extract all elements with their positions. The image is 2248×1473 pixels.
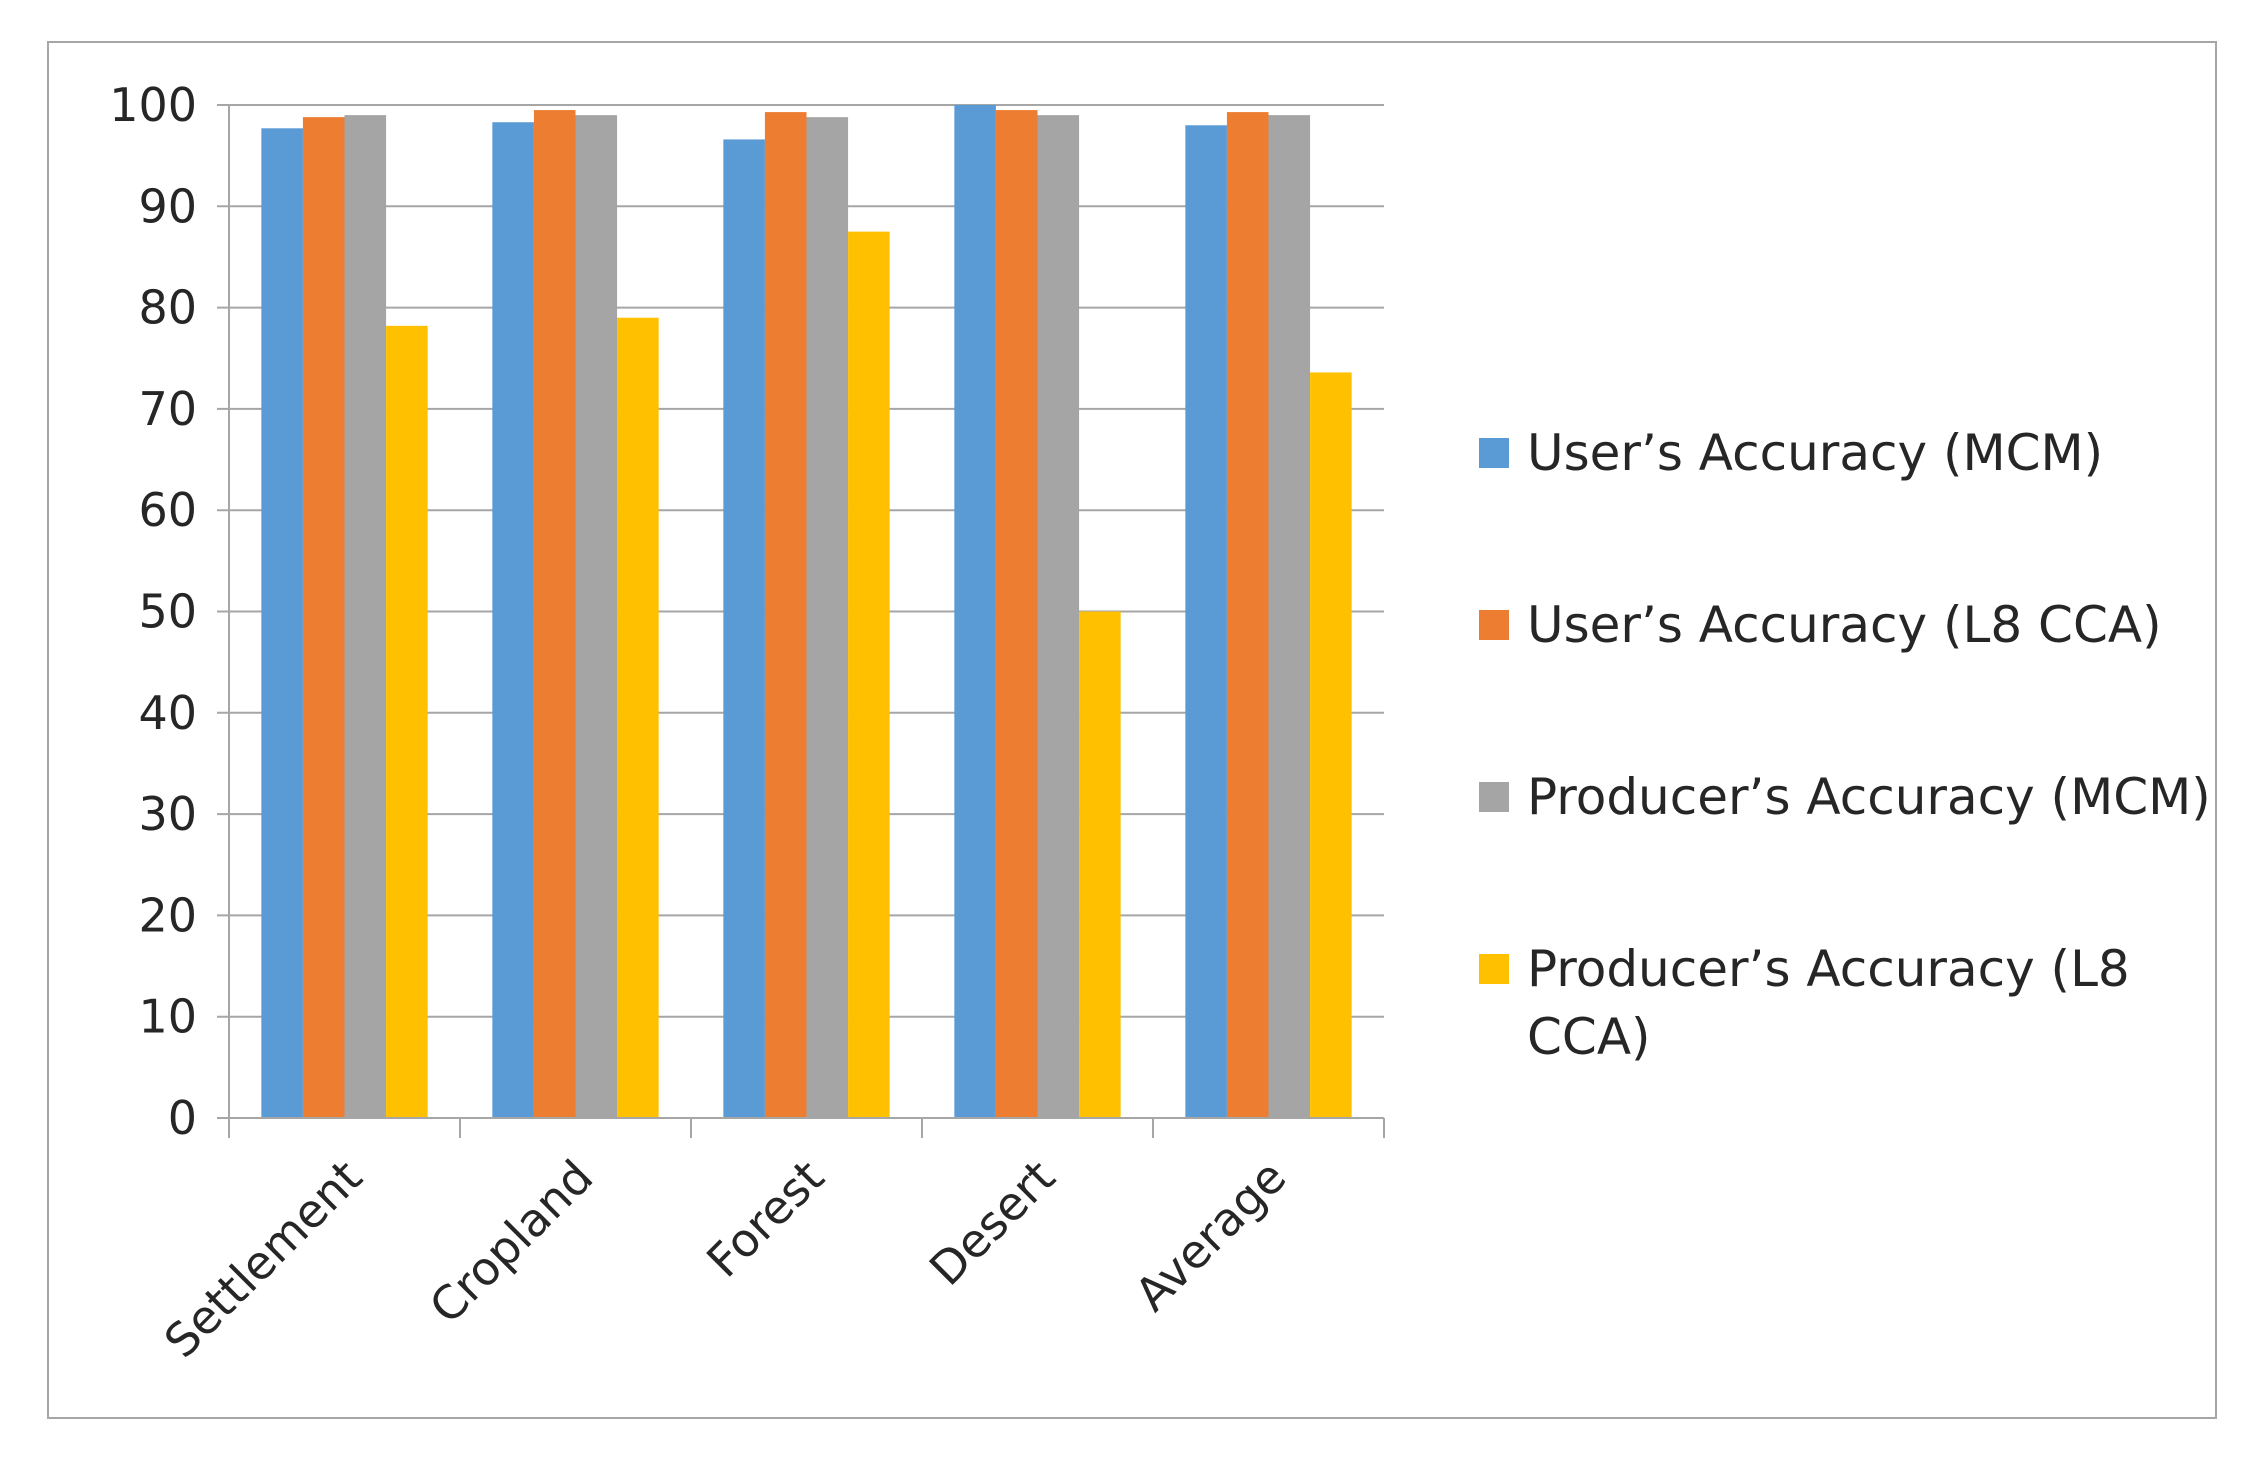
bar-average-series-3 — [1268, 115, 1311, 1118]
legend-swatch — [1479, 954, 1509, 984]
bar-cropland-series-2 — [533, 110, 576, 1118]
y-tick-label: 80 — [138, 281, 197, 335]
bar-desert-series-2 — [995, 110, 1038, 1118]
bar-settlement-series-4 — [386, 325, 428, 1119]
x-category-labels: Settlement Cropland Forest Desert Average — [154, 1150, 1296, 1368]
x-category-label: Desert — [919, 1150, 1065, 1296]
bar-desert-series-1 — [954, 105, 996, 1118]
bar-average-series-2 — [1226, 112, 1269, 1118]
bar-average-series-1 — [1185, 125, 1227, 1118]
y-tick-label: 50 — [138, 585, 197, 639]
bar-average-series-4 — [1310, 372, 1352, 1118]
y-tick-label: 40 — [138, 686, 197, 740]
x-category-label: Average — [1125, 1150, 1297, 1322]
axes — [217, 105, 1385, 1138]
bar-settlement-series-1 — [261, 128, 303, 1118]
bar-desert-series-4 — [1079, 611, 1121, 1118]
y-tick-label: 90 — [138, 179, 197, 233]
bar-forest-series-2 — [764, 112, 807, 1118]
bar-forest-series-1 — [723, 139, 765, 1118]
legend-swatch — [1479, 782, 1509, 812]
bar-desert-series-3 — [1037, 115, 1080, 1118]
bar-forest-series-4 — [848, 231, 890, 1118]
legend-label: User’s Accuracy (MCM) — [1527, 424, 2103, 482]
chart-frame: 0 10 20 30 40 50 60 70 80 90 100 Settlement Croplan… — [47, 41, 2217, 1419]
bar-cropland-series-3 — [575, 115, 618, 1118]
legend-swatch — [1479, 438, 1509, 468]
y-tick-label: 30 — [138, 787, 197, 841]
bar-chart: 0 10 20 30 40 50 60 70 80 90 100 Settlement Croplan… — [109, 78, 2211, 1368]
y-tick-label: 100 — [109, 78, 197, 132]
x-category-label: Cropland — [419, 1150, 603, 1334]
bar-settlement-series-2 — [302, 117, 345, 1118]
y-tick-label: 0 — [168, 1091, 197, 1145]
legend-label: Producer’s Accuracy (MCM) — [1527, 768, 2211, 826]
y-tick-label: 10 — [138, 990, 197, 1044]
bar-cropland-series-4 — [617, 317, 659, 1119]
y-tick-labels: 0 10 20 30 40 50 60 70 80 90 100 — [109, 78, 197, 1145]
y-tick-label: 20 — [138, 888, 197, 942]
legend: User’s Accuracy (MCM) User’s Accuracy (L8… — [1479, 424, 2211, 1066]
bar-cropland-series-1 — [492, 122, 534, 1118]
bar-settlement-series-3 — [344, 115, 387, 1118]
bar-forest-series-3 — [806, 117, 849, 1118]
x-category-label: Forest — [696, 1150, 834, 1288]
x-category-label: Settlement — [154, 1150, 372, 1368]
legend-label: User’s Accuracy (L8 CCA) — [1527, 596, 2162, 654]
legend-swatch — [1479, 610, 1509, 640]
bars — [261, 105, 1352, 1119]
y-tick-label: 70 — [138, 382, 197, 436]
legend-label: Producer’s Accuracy (L8 CCA) — [1527, 940, 2130, 1066]
y-tick-label: 60 — [138, 483, 197, 537]
